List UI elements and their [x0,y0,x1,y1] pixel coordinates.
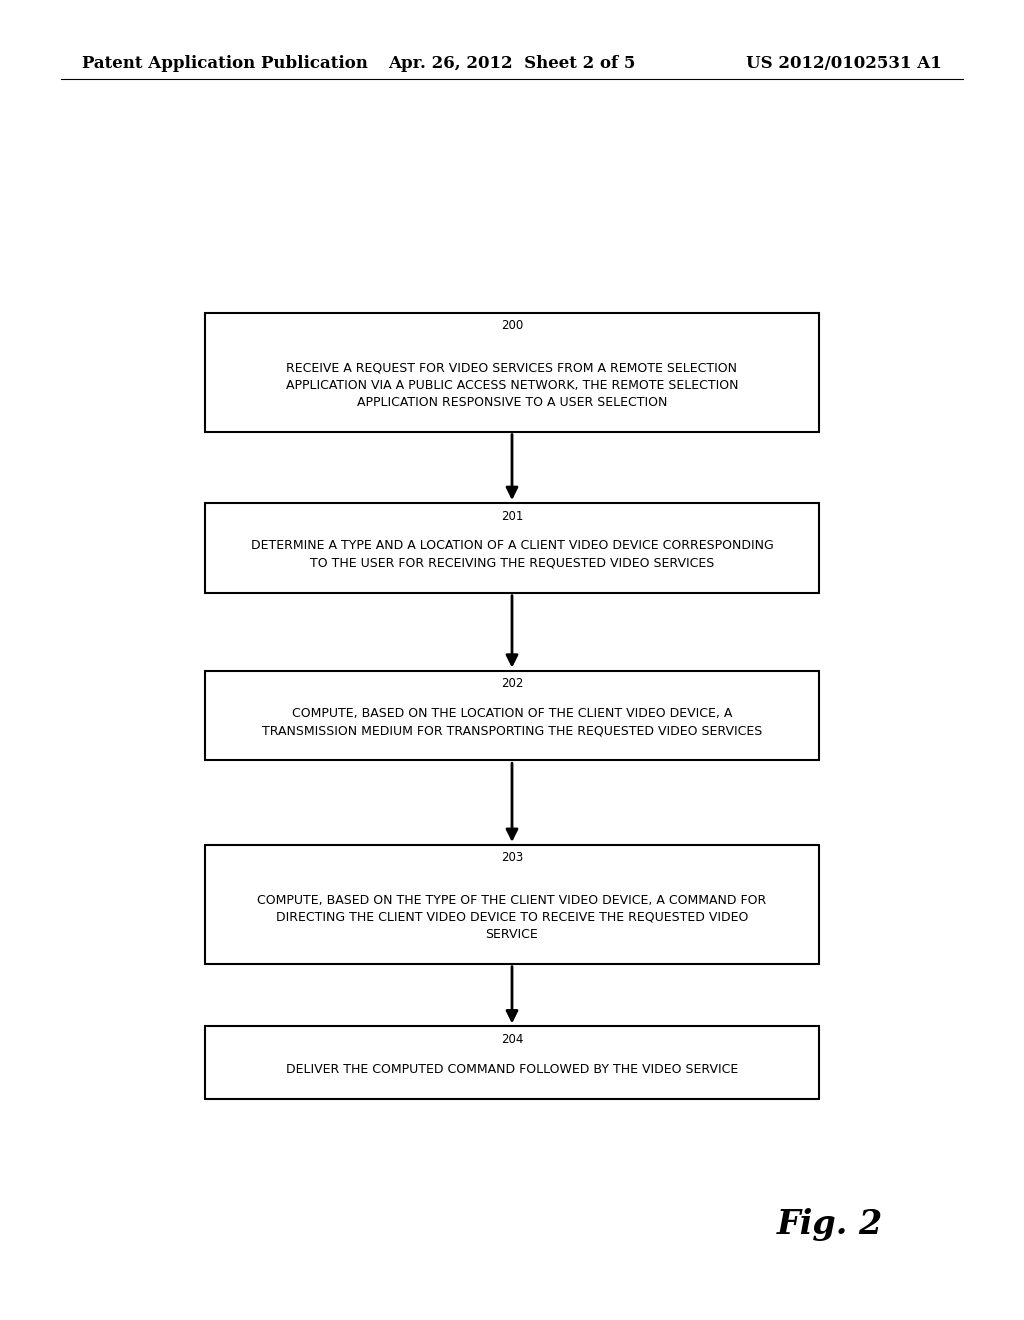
Text: 203: 203 [501,851,523,865]
Text: COMPUTE, BASED ON THE TYPE OF THE CLIENT VIDEO DEVICE, A COMMAND FOR
DIRECTING T: COMPUTE, BASED ON THE TYPE OF THE CLIENT… [257,894,767,941]
FancyBboxPatch shape [205,845,819,964]
Text: 204: 204 [501,1032,523,1045]
Text: Apr. 26, 2012  Sheet 2 of 5: Apr. 26, 2012 Sheet 2 of 5 [388,55,636,71]
Text: US 2012/0102531 A1: US 2012/0102531 A1 [746,55,942,71]
Text: RECEIVE A REQUEST FOR VIDEO SERVICES FROM A REMOTE SELECTION
APPLICATION VIA A P: RECEIVE A REQUEST FOR VIDEO SERVICES FRO… [286,362,738,409]
Text: DELIVER THE COMPUTED COMMAND FOLLOWED BY THE VIDEO SERVICE: DELIVER THE COMPUTED COMMAND FOLLOWED BY… [286,1063,738,1076]
Text: Fig. 2: Fig. 2 [776,1209,883,1241]
FancyBboxPatch shape [205,671,819,760]
FancyBboxPatch shape [205,1027,819,1098]
Text: 201: 201 [501,510,523,523]
Text: 200: 200 [501,319,523,333]
Text: Patent Application Publication: Patent Application Publication [82,55,368,71]
Text: 202: 202 [501,677,523,690]
Text: COMPUTE, BASED ON THE LOCATION OF THE CLIENT VIDEO DEVICE, A
TRANSMISSION MEDIUM: COMPUTE, BASED ON THE LOCATION OF THE CL… [262,708,762,737]
FancyBboxPatch shape [205,503,819,593]
Text: DETERMINE A TYPE AND A LOCATION OF A CLIENT VIDEO DEVICE CORRESPONDING
TO THE US: DETERMINE A TYPE AND A LOCATION OF A CLI… [251,540,773,569]
FancyBboxPatch shape [205,313,819,432]
